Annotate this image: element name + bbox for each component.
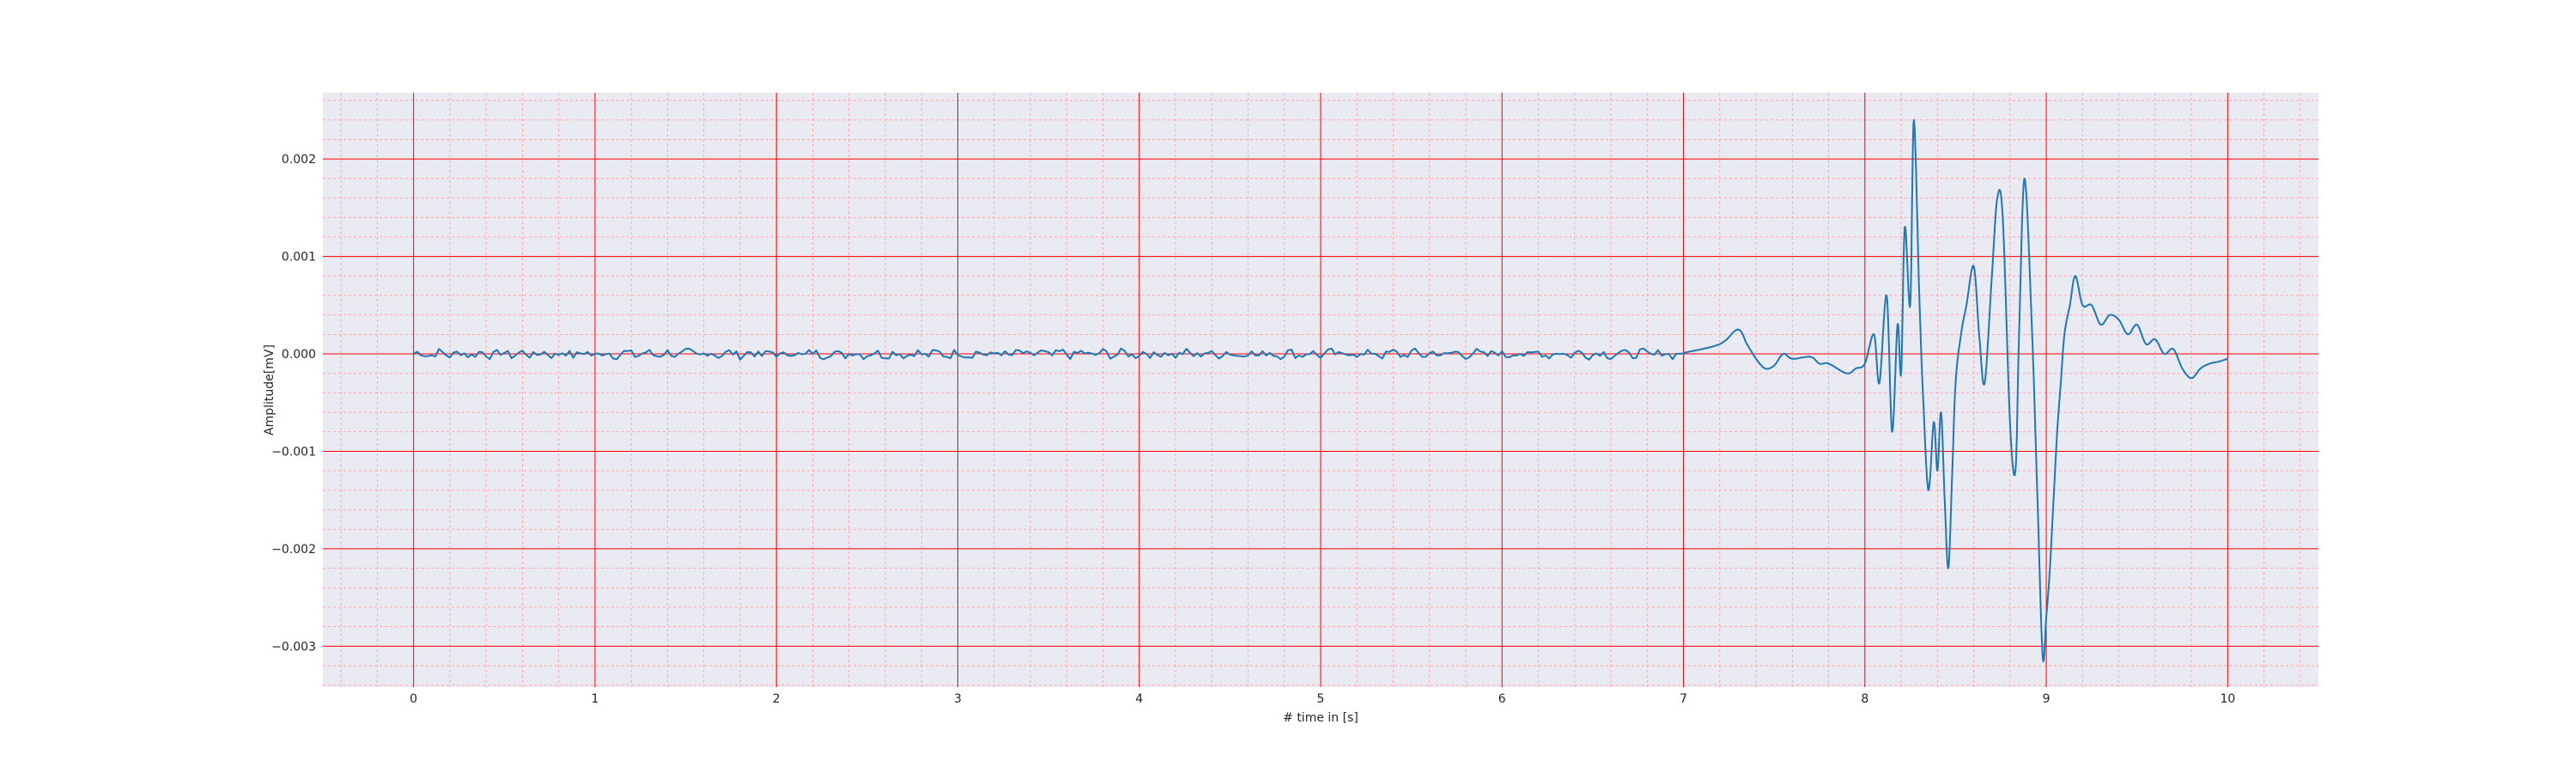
x-tick-labels: 0 1 2 3 4 5 6 7 8 9 10 (410, 692, 2235, 706)
y-tick-label: −0.003 (271, 640, 316, 654)
x-tick-label: 10 (2220, 692, 2235, 706)
y-tick-label: −0.001 (271, 445, 316, 459)
x-tick-label: 2 (773, 692, 781, 706)
major-grid (323, 93, 2318, 687)
x-tick-label: 1 (591, 692, 598, 706)
x-tick-label: 0 (410, 692, 417, 706)
y-tick-label: −0.002 (271, 543, 316, 557)
y-tick-label: 0.000 (282, 348, 316, 362)
x-tick-label: 9 (2043, 692, 2050, 706)
x-tick-label: 6 (1498, 692, 1506, 706)
series-line-0 (413, 119, 2228, 663)
x-axis-label: # time in [s] (1283, 711, 1358, 725)
x-tick-label: 5 (1317, 692, 1325, 706)
x-tick-label: 3 (954, 692, 962, 706)
y-tick-label: 0.001 (282, 251, 316, 265)
y-axis-label: Amplitude[mV] (263, 344, 276, 435)
x-tick-label: 8 (1861, 692, 1868, 706)
y-tick-label: 0.002 (282, 153, 316, 167)
x-tick-label: 7 (1680, 692, 1687, 706)
y-tick-labels: 0.002 0.001 0.000 −0.001 −0.002 −0.003 (271, 153, 316, 654)
series-layer (413, 119, 2228, 663)
x-tick-label: 4 (1135, 692, 1143, 706)
